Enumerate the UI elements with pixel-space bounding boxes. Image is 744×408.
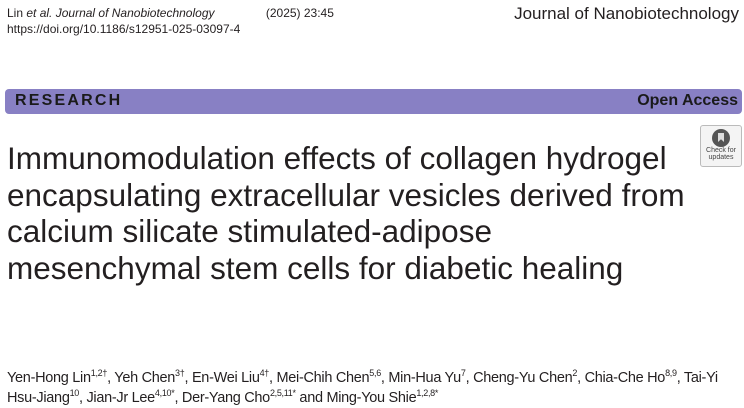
article-title: Immunomodulation effects of collagen hyd… <box>7 140 685 286</box>
author: Cheng-Yu Chen2, <box>473 368 585 386</box>
author-name: Jian-Jr Lee <box>86 390 155 406</box>
author-name: Ming-You Shie <box>326 390 417 406</box>
author-name: Min-Hua Yu <box>388 370 461 386</box>
author-separator: , <box>107 370 115 386</box>
author-name: Tai-Yi Hsu-Jiang <box>7 370 718 406</box>
author: En-Wei Liu4†, <box>191 368 277 386</box>
author-separator: , <box>380 370 389 386</box>
author-affiliation: 1,2,8* <box>416 388 439 399</box>
author-affiliation: 7 <box>460 368 466 379</box>
citation-author: Lin <box>7 6 24 20</box>
author: Ming-You Shie1,2,8* <box>326 388 439 406</box>
author: Der-Yang Cho2,5,11* and <box>181 388 327 406</box>
updates-label: updates <box>708 154 734 161</box>
author-list: Yen-Hong Lin1,2†, Yeh Chen3†, En-Wei Liu… <box>7 368 742 408</box>
article-type: RESEARCH <box>15 92 123 109</box>
author-affiliation: 2,5,11* <box>269 388 296 399</box>
author-separator: , <box>465 370 474 386</box>
author-affiliation: 10 <box>69 388 80 399</box>
author-separator: , <box>269 370 277 386</box>
author: Jian-Jr Lee4,10*, <box>86 388 182 406</box>
citation-header: Lin et al. Journal of Nanobiotechnology … <box>7 5 334 37</box>
author-name: Chia-Che Ho <box>584 370 666 386</box>
author: Yeh Chen3†, <box>114 368 192 386</box>
author: Chia-Che Ho8,9, <box>584 368 684 386</box>
author: Tai-Yi Hsu-Jiang10, <box>7 370 718 406</box>
author-name: Mei-Chih Chen <box>276 370 370 386</box>
author: Mei-Chih Chen5,6, <box>276 368 389 386</box>
author-name: Der-Yang Cho <box>181 390 270 406</box>
author-separator: and <box>295 390 327 406</box>
author-affiliation: 2 <box>572 368 578 379</box>
journal-name: Journal of Nanobiotechnology <box>514 4 739 23</box>
author-name: Yeh Chen <box>114 370 176 386</box>
author-separator: , <box>184 370 192 386</box>
author-affiliation: 4,10* <box>154 388 175 399</box>
citation-etal: et al. <box>26 6 53 20</box>
author-separator: , <box>174 390 182 406</box>
author-name: En-Wei Liu <box>191 370 260 386</box>
citation-volume: (2025) 23:45 <box>265 6 334 20</box>
author-name: Yen-Hong Lin <box>7 370 91 386</box>
citation-journal: Journal of Nanobiotechnology <box>55 6 215 20</box>
bookmark-icon <box>712 129 730 147</box>
author-separator: , <box>676 370 684 386</box>
author-affiliation: 3† <box>175 368 185 379</box>
citation-line: Lin et al. Journal of Nanobiotechnology … <box>7 5 334 21</box>
check-for-label: Check for <box>706 147 736 154</box>
check-for-updates-button[interactable]: Check for updates <box>700 125 742 167</box>
author-affiliation: 1,2† <box>90 368 108 379</box>
author-separator: , <box>577 370 585 386</box>
author-separator: , <box>79 390 87 406</box>
doi-link[interactable]: https://doi.org/10.1186/s12951-025-03097… <box>7 22 241 36</box>
open-access-label: Open Access <box>637 92 738 109</box>
author: Min-Hua Yu7, <box>388 368 474 386</box>
author-affiliation: 5,6 <box>369 368 381 379</box>
article-type-banner: RESEARCH Open Access <box>5 89 742 114</box>
author: Yen-Hong Lin1,2†, <box>7 368 115 386</box>
author-affiliation: 4† <box>259 368 270 379</box>
author-affiliation: 8,9 <box>665 368 677 379</box>
author-name: Cheng-Yu Chen <box>473 370 573 386</box>
